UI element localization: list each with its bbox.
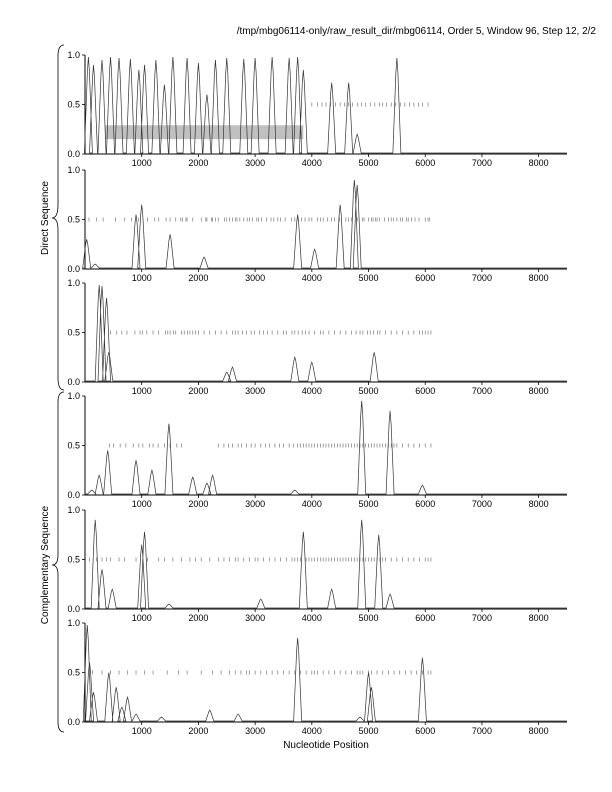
panel-1: 0.0 0.5 1.0 1000 2000 3000 4000 5000 6000 7000 800…: [67, 50, 567, 168]
x-tick-label: 3000: [245, 158, 265, 168]
y-tick-label: 0.5: [67, 668, 80, 678]
y-tick-label: 0.0: [67, 377, 80, 387]
x-tick-label: 4000: [302, 158, 322, 168]
x-tick-label: 5000: [359, 158, 379, 168]
x-tick-label: 7000: [472, 726, 492, 736]
x-tick-label: 2000: [188, 386, 208, 396]
x-tick-label: 6000: [415, 613, 435, 623]
x-tick-label: 5000: [359, 499, 379, 509]
x-tick-label: 1000: [132, 726, 152, 736]
x-tick-label: 5000: [359, 386, 379, 396]
x-tick-label: 7000: [472, 273, 492, 283]
x-tick-label: 3000: [245, 273, 265, 283]
probability-trace: [85, 400, 567, 495]
chart-title: /tmp/mbg06114-only/raw_result_dir/mbg061…: [236, 26, 596, 37]
x-tick-label: 4000: [302, 386, 322, 396]
x-tick-label: 8000: [529, 386, 549, 396]
y-tick-label: 0.5: [67, 215, 80, 225]
x-tick-label: 8000: [529, 726, 549, 736]
x-axis-label: Nucleotide Position: [283, 740, 369, 751]
x-tick-label: 2000: [188, 613, 208, 623]
x-tick-label: 6000: [415, 499, 435, 509]
y-tick-label: 1.0: [67, 278, 80, 288]
panel-4: 0.0 0.5 1.0 1000 2000 3000 4000 5000 6000 7000 800…: [67, 391, 567, 509]
x-tick-label: 3000: [245, 386, 265, 396]
y-tick-label: 0.0: [67, 149, 80, 159]
y-tick-label: 0.0: [67, 490, 80, 500]
x-tick-label: 5000: [359, 613, 379, 623]
panel-5: 0.0 0.5 1.0 1000 2000 3000 4000 5000 6000 7000 800…: [67, 505, 567, 623]
x-tick-label: 6000: [415, 726, 435, 736]
y-tick-label: 0.5: [67, 100, 80, 110]
x-tick-label: 7000: [472, 158, 492, 168]
x-tick-label: 7000: [472, 499, 492, 509]
panel-2: 0.0 0.5 1.0 1000 2000 3000 4000 5000 6000 7000 800…: [67, 165, 567, 283]
x-tick-label: 4000: [302, 613, 322, 623]
x-tick-label: 8000: [529, 499, 549, 509]
x-tick-label: 7000: [472, 613, 492, 623]
x-tick-label: 5000: [359, 726, 379, 736]
x-tick-label: 2000: [188, 499, 208, 509]
x-tick-label: 6000: [415, 386, 435, 396]
x-tick-label: 1000: [132, 386, 152, 396]
y-tick-label: 1.0: [67, 505, 80, 515]
panel-3: 0.0 0.5 1.0 1000 2000 3000 4000 5000 6000 7000 800…: [67, 278, 567, 396]
x-tick-label: 4000: [302, 726, 322, 736]
x-tick-label: 2000: [188, 158, 208, 168]
y-tick-label: 0.0: [67, 717, 80, 727]
x-tick-label: 6000: [415, 158, 435, 168]
complementary-bracket: [51, 391, 65, 733]
y-tick-label: 0.5: [67, 555, 80, 565]
y-tick-label: 0.5: [67, 328, 80, 338]
y-tick-label: 0.0: [67, 264, 80, 274]
x-tick-label: 2000: [188, 726, 208, 736]
x-tick-label: 4000: [302, 273, 322, 283]
x-tick-label: 2000: [188, 273, 208, 283]
probability-trace: [85, 519, 567, 609]
direct-sequence-label: Direct Sequence: [40, 181, 51, 255]
x-tick-label: 8000: [529, 158, 549, 168]
y-tick-label: 0.5: [67, 441, 80, 451]
probability-trace: [84, 56, 567, 154]
x-tick-label: 3000: [245, 726, 265, 736]
probability-trace: [85, 284, 567, 382]
x-tick-label: 7000: [472, 386, 492, 396]
x-tick-label: 1000: [132, 613, 152, 623]
x-tick-label: 1000: [132, 273, 152, 283]
x-tick-label: 6000: [415, 273, 435, 283]
panels-group: 0.0 0.5 1.0 1000 2000 3000 4000 5000 6000 7000 800…: [67, 50, 567, 736]
y-tick-label: 1.0: [67, 165, 80, 175]
y-tick-label: 1.0: [67, 50, 80, 60]
x-tick-label: 4000: [302, 499, 322, 509]
x-tick-label: 3000: [245, 499, 265, 509]
complementary-sequence-label: Complementary Sequence: [40, 505, 51, 624]
y-tick-label: 0.0: [67, 604, 80, 614]
direct-bracket: [51, 44, 65, 391]
y-tick-label: 1.0: [67, 618, 80, 628]
probability-trace: [82, 179, 567, 269]
y-tick-label: 1.0: [67, 391, 80, 401]
x-tick-label: 5000: [359, 273, 379, 283]
x-tick-label: 1000: [132, 158, 152, 168]
x-tick-label: 3000: [245, 613, 265, 623]
x-tick-label: 8000: [529, 613, 549, 623]
x-tick-label: 8000: [529, 273, 549, 283]
x-tick-label: 1000: [132, 499, 152, 509]
probability-trace: [82, 624, 567, 722]
panel-6: 0.0 0.5 1.0 1000 2000 3000 4000 5000 6000 7000 800…: [67, 618, 567, 736]
